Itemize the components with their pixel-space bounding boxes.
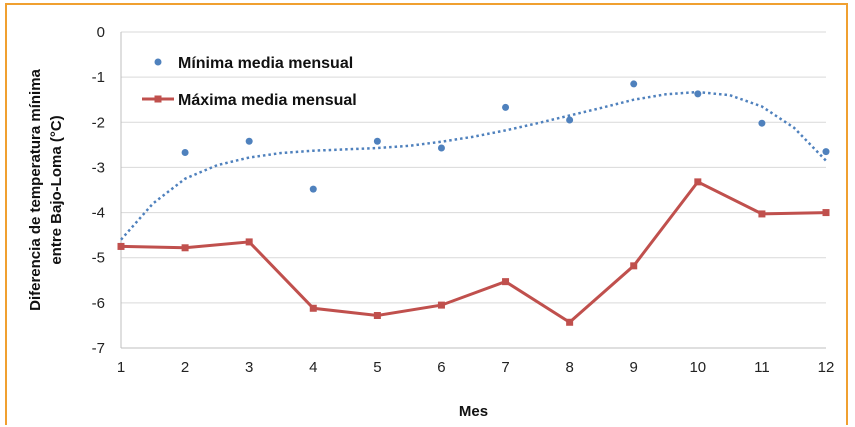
y-tick-label: -2 — [92, 114, 105, 131]
y-axis-title-line: Diferencia de temperatura mínima — [27, 68, 44, 310]
x-tick-label: 8 — [565, 359, 573, 376]
y-axis-title: Diferencia de temperatura mínima entre Ba… — [27, 68, 65, 310]
marker-maxima — [630, 262, 638, 270]
gridlines — [121, 31, 826, 349]
x-tick-label: 10 — [689, 359, 706, 376]
marker-maxima — [309, 304, 317, 312]
x-tick-label: 5 — [373, 359, 381, 376]
legend-label-maxima: Máxima media mensual — [178, 92, 357, 109]
y-tick-labels: 0 -1 -2 -3 -4 -5 -6 -7 — [92, 24, 105, 357]
point-minima — [309, 185, 317, 193]
point-minima — [758, 119, 766, 127]
point-minima — [822, 148, 830, 156]
point-minima — [694, 90, 702, 98]
marker-maxima — [181, 244, 189, 252]
x-tick-labels: 1 2 3 4 5 6 7 8 9 10 11 12 — [117, 359, 835, 376]
marker-maxima — [502, 278, 510, 286]
marker-maxima — [694, 178, 702, 186]
y-tick-label: -7 — [92, 340, 105, 357]
point-minima — [181, 149, 189, 157]
y-tick-label: -5 — [92, 250, 105, 267]
legend-label-minima: Mínima media mensual — [178, 55, 353, 72]
point-minima — [437, 144, 445, 152]
x-tick-label: 6 — [437, 359, 445, 376]
series-line-maxima — [120, 180, 827, 325]
legend-marker-minima — [154, 58, 162, 66]
marker-maxima — [437, 301, 445, 309]
marker-maxima — [117, 242, 125, 250]
y-tick-label: -4 — [92, 205, 105, 222]
x-tick-label: 11 — [754, 359, 770, 376]
x-axis-title: Mes — [459, 403, 488, 420]
point-minima — [502, 103, 510, 111]
x-tick-label: 1 — [117, 359, 125, 376]
y-tick-label: -3 — [92, 159, 105, 176]
trendline — [120, 90, 827, 241]
series-group — [117, 80, 830, 326]
point-minima — [566, 116, 574, 124]
legend-marker-maxima — [154, 95, 162, 103]
trendline-group — [120, 90, 827, 241]
point-minima — [630, 80, 638, 88]
marker-maxima — [245, 238, 253, 246]
point-minima — [373, 137, 381, 145]
marker-maxima — [822, 209, 830, 217]
x-tick-label: 12 — [818, 359, 835, 376]
y-tick-label: 0 — [97, 24, 105, 41]
axes — [120, 32, 826, 349]
x-tick-label: 3 — [245, 359, 253, 376]
x-tick-label: 4 — [309, 359, 317, 376]
y-axis-title-line: entre Bajo-Loma (°C) — [48, 115, 65, 264]
point-minima — [245, 137, 253, 145]
chart-frame — [5, 3, 848, 425]
marker-maxima — [373, 311, 381, 319]
legend: Mínima media mensual Máxima media mensual — [142, 55, 357, 109]
x-tick-label: 9 — [630, 359, 638, 376]
marker-maxima — [758, 210, 766, 218]
x-tick-label: 7 — [501, 359, 509, 376]
marker-maxima — [566, 318, 574, 326]
x-tick-label: 2 — [181, 359, 189, 376]
y-tick-label: -1 — [92, 69, 105, 86]
y-tick-label: -6 — [92, 295, 105, 312]
